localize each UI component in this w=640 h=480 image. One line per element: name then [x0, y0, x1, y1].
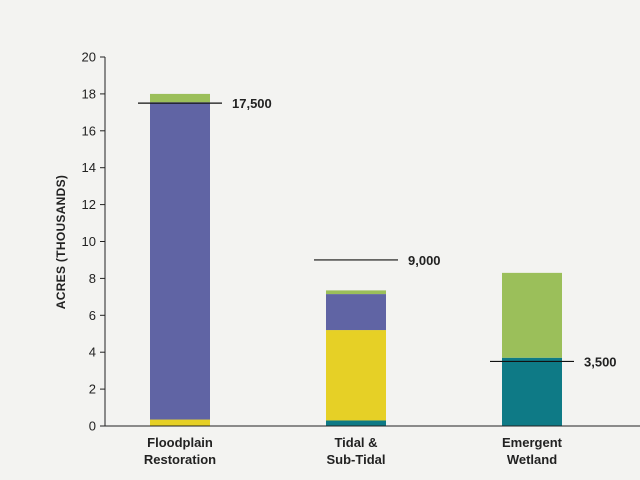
x-category-label: Wetland — [507, 452, 557, 467]
y-axis: 0 2 4 6 8 10 12 14 16 18 20 — [82, 50, 106, 434]
y-tick-label: 14 — [82, 160, 96, 175]
bar-segment — [326, 420, 386, 426]
x-axis: Floodplain Restoration Tidal & Sub-Tidal Eme… — [105, 425, 640, 467]
y-tick-label: 10 — [82, 234, 96, 249]
target-label: 17,500 — [232, 96, 272, 111]
y-axis-label: ACRES (THOUSANDS) — [54, 175, 68, 309]
target-label: 3,500 — [584, 354, 617, 369]
y-tick-label: 16 — [82, 123, 96, 138]
y-tick-label: 8 — [89, 271, 96, 286]
target-label: 9,000 — [408, 253, 441, 268]
y-tick-label: 6 — [89, 308, 96, 323]
bar-segment — [326, 330, 386, 421]
y-tick-label: 18 — [82, 86, 96, 101]
x-category-label: Emergent — [502, 435, 563, 450]
x-category-label: Floodplain — [147, 435, 213, 450]
bar-segment — [502, 272, 562, 358]
bar-segment — [150, 419, 210, 426]
target-lines: 17,500 9,000 3,500 — [138, 96, 617, 369]
y-tick-label: 12 — [82, 197, 96, 212]
bar-segment — [326, 294, 386, 331]
x-category-label: Restoration — [144, 452, 216, 467]
y-tick-label: 4 — [89, 345, 96, 360]
y-tick-label: 20 — [82, 50, 96, 65]
bar-segment — [326, 290, 386, 295]
x-category-label: Tidal & — [334, 435, 377, 450]
bars — [150, 93, 562, 426]
x-category-label: Sub-Tidal — [327, 452, 386, 467]
y-tick-label: 0 — [89, 419, 96, 434]
bar-segment — [502, 357, 562, 426]
y-tick-label: 2 — [89, 382, 96, 397]
bar-segment — [150, 93, 210, 103]
bar-segment — [150, 102, 210, 420]
